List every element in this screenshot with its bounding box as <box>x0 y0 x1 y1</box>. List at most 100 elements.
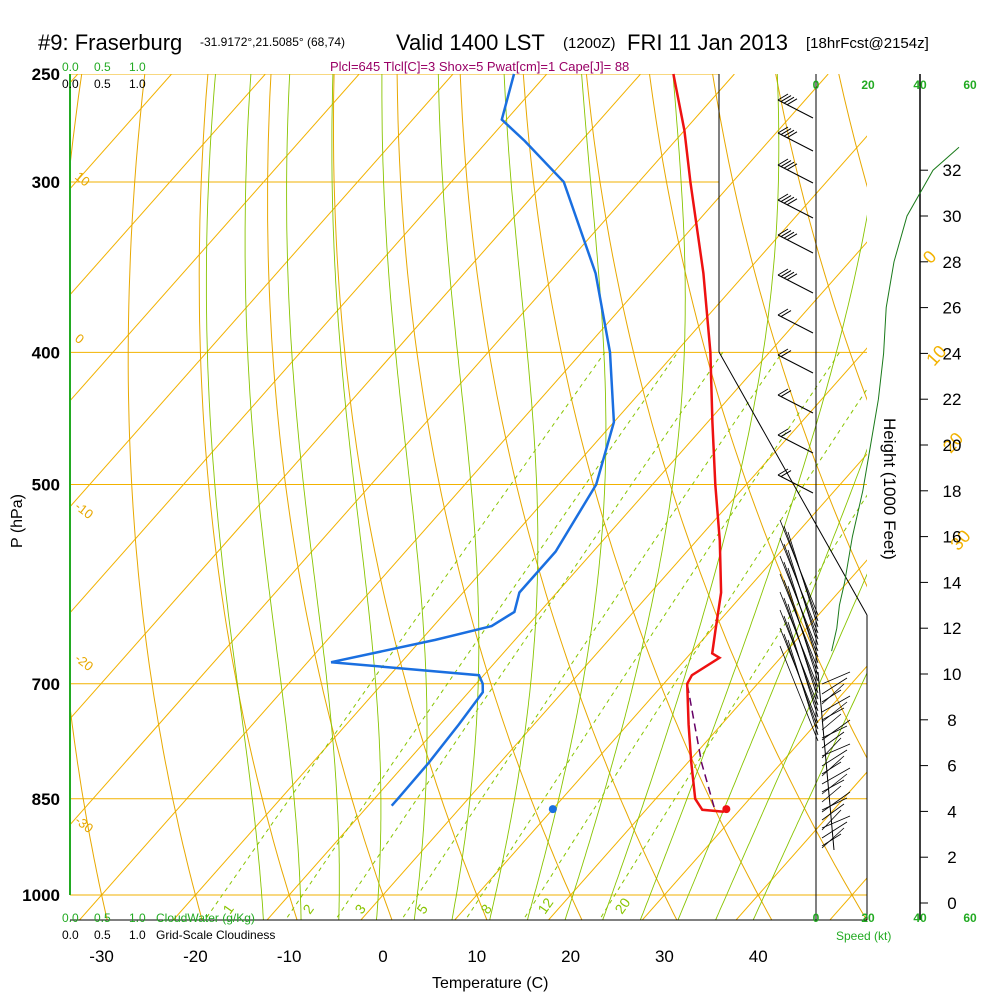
wind-barb-upper-5 <box>777 268 814 294</box>
wind-barb-low-7 <box>821 713 842 731</box>
barb-tick <box>777 93 789 101</box>
wind-barb-mid-5 <box>787 549 819 646</box>
isotherm--80 <box>70 74 360 402</box>
temperature-tick-30: 30 <box>655 947 674 966</box>
barb-tick <box>783 231 795 239</box>
moist-adiabat-6 <box>381 74 428 920</box>
barb-staff <box>777 234 814 254</box>
isotherm--60 <box>70 74 548 614</box>
moist-adiabat-38 <box>715 573 867 920</box>
wind-barb-upper-2 <box>777 158 814 184</box>
height-tick-30: 30 <box>943 207 962 226</box>
isotherm--50 <box>70 74 641 720</box>
speed-tick-top-40: 40 <box>913 78 927 92</box>
isotherm--10 <box>266 241 867 920</box>
height-tick-26: 26 <box>943 299 962 318</box>
temperature-tick-10: 10 <box>467 947 486 966</box>
wind-barb-low-8 <box>821 719 851 741</box>
pressure-tick-300: 300 <box>32 173 60 192</box>
moist-adiabat-42 <box>752 671 867 920</box>
height-tick-32: 32 <box>943 161 962 180</box>
isotherm--20 <box>172 135 867 920</box>
wind-barb-low-15 <box>821 761 842 775</box>
moist-adiabat-10 <box>437 74 480 920</box>
pressure-tick-400: 400 <box>32 343 60 362</box>
barb-tick <box>780 270 792 278</box>
cloud-top-black-2: 1.0 <box>129 77 146 91</box>
barb-staff <box>777 164 814 184</box>
wind-barb-low-9 <box>821 725 848 739</box>
temperature-tick--30: -30 <box>89 947 114 966</box>
dry-adiabat-80 <box>775 74 867 401</box>
dry-adiabat-90 <box>838 74 867 188</box>
barb-tick <box>786 131 798 139</box>
temperature-tick-20: 20 <box>561 947 580 966</box>
height-tick-2: 2 <box>947 848 956 867</box>
grid-layer <box>0 50 867 924</box>
cloud-top-green-2: 1.0 <box>129 60 146 74</box>
wind-barb-mid-20 <box>787 639 819 736</box>
barb-tick <box>777 388 789 396</box>
isotherm-10 <box>454 453 867 920</box>
wind-barb-low-6 <box>821 707 845 721</box>
pressure-tick-1000: 1000 <box>22 886 60 905</box>
surface-temperature-marker <box>722 805 731 814</box>
mixing-ratio-label-3: 5 <box>413 901 431 917</box>
cloud-bottom-green-0: 0.0 <box>62 911 79 925</box>
dry-adiabat--30 <box>70 74 108 920</box>
temperature-tick-40: 40 <box>749 947 768 966</box>
height-tick-4: 4 <box>947 802 956 821</box>
barb-tick <box>777 158 789 166</box>
dry-adiabat-10 <box>333 74 488 920</box>
barb-staff <box>777 434 814 454</box>
isotherm--90 <box>70 74 266 296</box>
wind-barb-low-16 <box>821 767 851 785</box>
wind-barb-mid-11 <box>787 585 819 682</box>
barb-tick <box>783 271 795 279</box>
cloud-bottom-black-0: 0.0 <box>62 928 79 942</box>
valid-time: Valid 1400 LST <box>396 30 545 55</box>
dry-adiabat-0 <box>267 74 393 920</box>
barb-tick <box>777 308 789 316</box>
temperature-trace <box>672 73 725 814</box>
speed-tick-top-60: 60 <box>963 78 977 92</box>
speed-tick-bottom-20: 20 <box>861 911 875 925</box>
speed-tick-bottom-60: 60 <box>963 911 977 925</box>
cloudiness-label: Grid-Scale Cloudiness <box>156 928 275 942</box>
wind-barb-upper-8 <box>777 388 814 414</box>
speed-tick-top-0: 0 <box>813 78 820 92</box>
height-axis-title: Height (1000 Feet) <box>880 418 899 560</box>
height-tick-12: 12 <box>943 619 962 638</box>
wind-barb-upper-4 <box>777 228 814 254</box>
wind-barb-upper-1 <box>777 126 814 152</box>
barb-tick <box>777 428 789 436</box>
y-axis-title: P (hPa) <box>9 494 26 548</box>
mixing-ratio-8 <box>464 352 841 920</box>
moist-adiabat-34 <box>677 448 867 920</box>
wind-barb-low-10 <box>821 731 845 749</box>
dry-adiabat--40 <box>0 50 23 924</box>
barb-tick <box>780 430 792 438</box>
isotherm--40 <box>70 74 735 826</box>
barb-tick <box>780 160 792 168</box>
cloud-top-black-1: 0.5 <box>94 77 111 91</box>
wind-barb-low-4 <box>821 695 851 713</box>
wind-barb-mid-21 <box>779 645 819 742</box>
wind-barb-mid-8 <box>787 567 819 664</box>
height-tick-20: 20 <box>943 436 962 455</box>
moist-adiabat--6 <box>244 74 302 920</box>
wind-barb-low-22 <box>821 803 845 821</box>
cloud-bottom-black-2: 1.0 <box>129 928 146 942</box>
barb-tick <box>783 196 795 204</box>
height-tick-10: 10 <box>943 665 962 684</box>
dry-adiabat-30 <box>459 74 678 920</box>
wind-barb-low-14 <box>821 755 845 777</box>
pressure-tick-250: 250 <box>32 65 60 84</box>
wind-barb-low-5 <box>821 701 848 723</box>
speed-tick-top-20: 20 <box>861 78 875 92</box>
dry-adiabat-label-4: -30 <box>72 813 96 836</box>
speed-tick-bottom-40: 40 <box>913 911 927 925</box>
moist-adiabat-26 <box>602 74 780 920</box>
mixing-ratio-label-6: 20 <box>611 895 633 917</box>
indices-label: Plcl=645 Tlcl[C]=3 Shox=5 Pwat[cm]=1 Cap… <box>330 59 629 74</box>
